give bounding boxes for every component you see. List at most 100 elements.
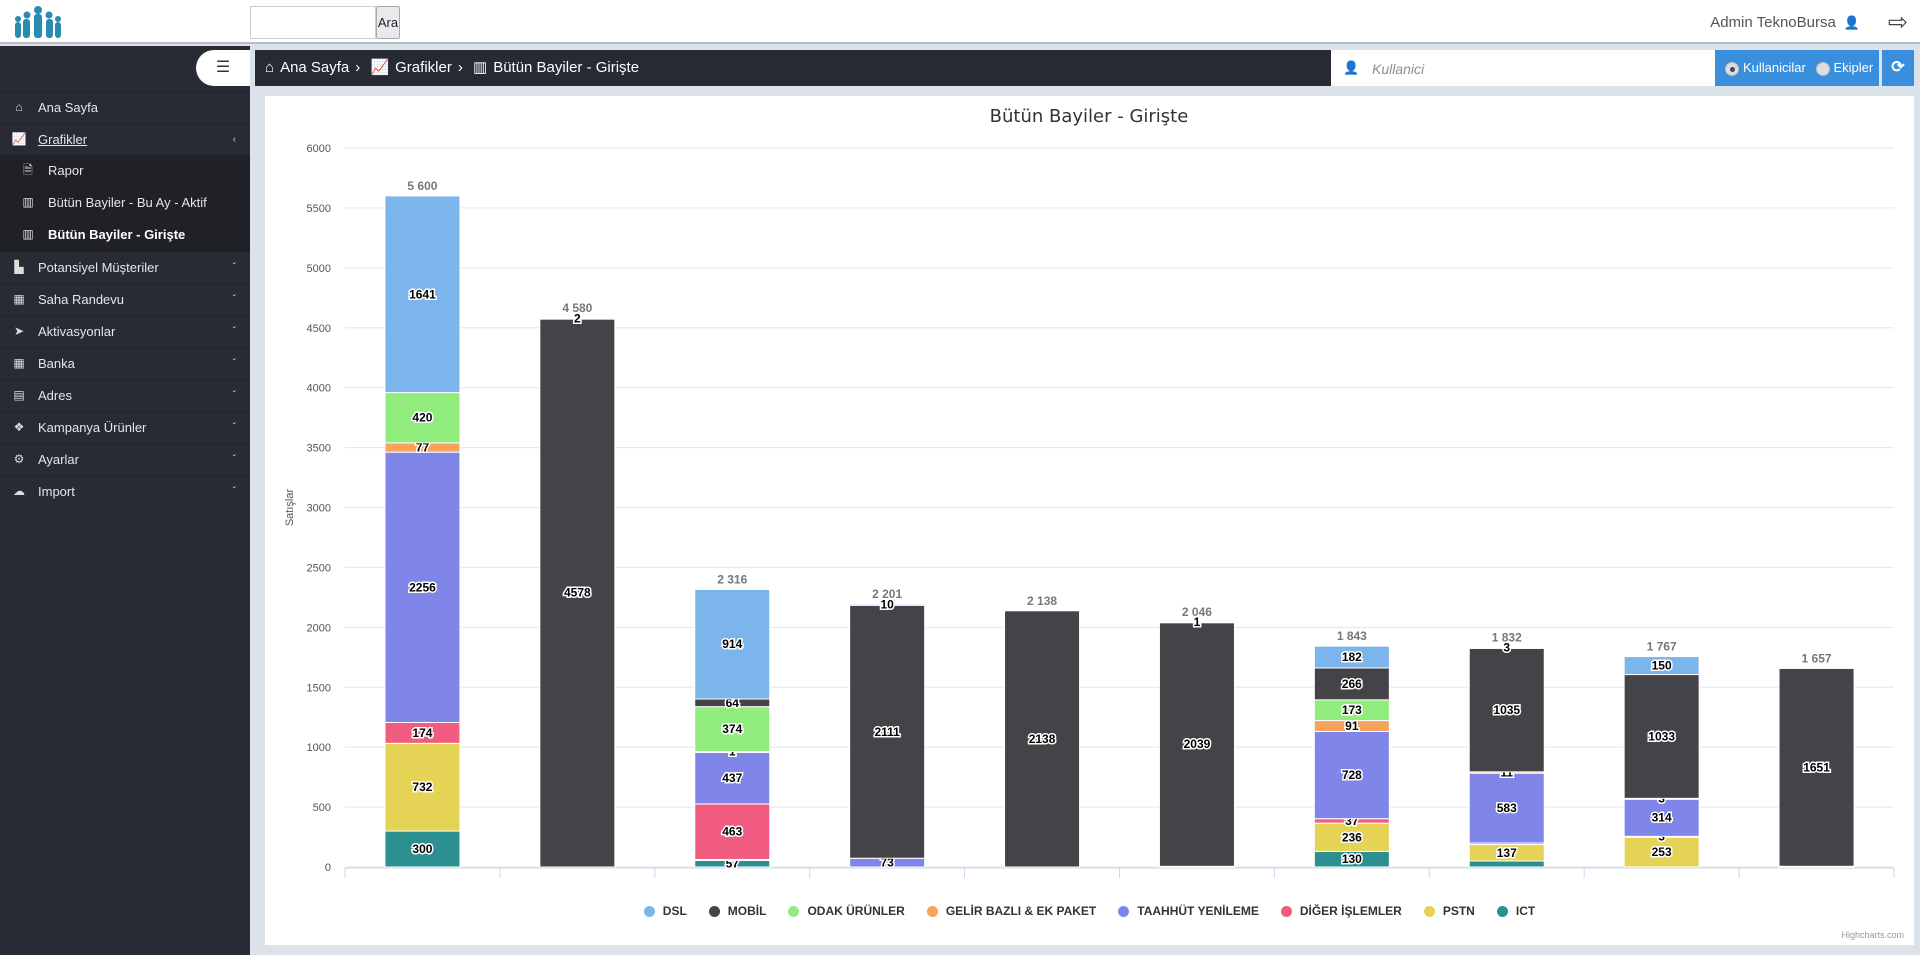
sidebar-item-ayarlar[interactable]: ⚙ Ayarlar ˇ: [0, 443, 250, 475]
legend-label: ICT: [1515, 904, 1536, 918]
bar-chart-icon: ▥: [22, 195, 34, 209]
sidebar-item-bütün-bayiler-bu-ay-aktif[interactable]: ▥ Bütün Bayiler - Bu Ay - Aktif: [0, 187, 250, 219]
breadcrumb-home[interactable]: Ana Sayfa: [280, 59, 350, 76]
bar-segment-mobi-l: [1004, 610, 1081, 868]
sidebar-item-kampanya-ürünler[interactable]: ❖ Kampanya Ürünler ˇ: [0, 411, 250, 443]
bar-segment-di-er-i-lemler: [694, 803, 771, 860]
line-chart-icon: 📈: [370, 59, 390, 76]
user-filter-placeholder: Kullanici: [1372, 61, 1425, 77]
calendar-icon: ▦: [13, 292, 25, 306]
bar-segment-mobi-l: [849, 604, 926, 859]
y-tick-label: 2500: [307, 562, 331, 574]
stack-total-label: 1 832: [1492, 630, 1522, 644]
data-label: 2: [574, 311, 581, 325]
data-label: 2138: [1029, 732, 1056, 746]
user-icon: 👤: [1343, 60, 1360, 75]
sidebar-item-potansiyel-müşteriler[interactable]: ▙ Potansiyel Müşteriler ˇ: [0, 251, 250, 283]
bar-segment-mobi-l: [1313, 667, 1390, 701]
legend-marker-icon: [1280, 905, 1292, 917]
legend-item[interactable]: PSTN: [1423, 904, 1475, 918]
legend-item[interactable]: GELİR BAZLI & EK PAKET: [926, 904, 1097, 918]
legend-marker-icon: [643, 905, 655, 917]
bar-chart-icon: ▥: [22, 227, 34, 241]
breadcrumb-grafikler[interactable]: Grafikler: [395, 59, 452, 76]
filter-mode-group: Kullanicilar Ekipler: [1715, 50, 1879, 86]
legend-label: PSTN: [1442, 904, 1475, 918]
map-icon: ▤: [13, 388, 25, 402]
sidebar-item-aktivasyonlar[interactable]: ➤ Aktivasyonlar ˇ: [0, 315, 250, 347]
search-button[interactable]: Ara: [376, 6, 400, 39]
logout-icon[interactable]: ⇨: [1887, 9, 1908, 36]
refresh-button[interactable]: ⟳: [1882, 50, 1914, 86]
sidebar-item-adres[interactable]: ▤ Adres ˇ: [0, 379, 250, 411]
user-filter-input[interactable]: 👤 Kullanici: [1331, 50, 1715, 86]
data-label: 463: [722, 825, 742, 839]
data-label: 150: [1652, 659, 1672, 673]
legend-item[interactable]: DİĞER İŞLEMLER: [1280, 904, 1402, 918]
chart-credits[interactable]: Highcharts.com: [1841, 930, 1904, 940]
sidebar-item-label: Rapor: [48, 163, 84, 178]
legend-item[interactable]: MOBİL: [708, 904, 766, 918]
radio-ekipler-label[interactable]: Ekipler: [1833, 60, 1874, 75]
user-name: Admin TeknoBursa: [1710, 14, 1836, 31]
user-menu[interactable]: Admin TeknoBursa 👤: [1710, 14, 1860, 31]
bar-segment-dsl: [849, 603, 926, 606]
search-input[interactable]: [250, 6, 376, 39]
sidebar-item-ana-sayfa[interactable]: ⌂ Ana Sayfa: [0, 91, 250, 123]
stack-total-label: 1 657: [1802, 651, 1832, 665]
bar-segment-odak-r-nler: [384, 392, 461, 444]
sidebar-item-banka[interactable]: ▦ Banka ˇ: [0, 347, 250, 379]
bar-segment-taahh-t-yeni-leme: [384, 451, 461, 723]
cogs-icon: ⚙: [13, 452, 25, 466]
grid-icon: ▦: [13, 356, 25, 370]
data-label: 1035: [1493, 703, 1520, 717]
sidebar-item-grafikler[interactable]: 📈 Grafikler ‹: [0, 123, 250, 155]
line-chart-icon: 📈: [11, 132, 27, 146]
radio-kullanicilar-label[interactable]: Kullanicilar: [1743, 60, 1806, 75]
sidebar-item-import[interactable]: ☁ Import ˇ: [0, 475, 250, 507]
bar-segment-mobi-l: [1778, 667, 1855, 867]
y-tick-label: 5000: [307, 263, 331, 275]
data-label: 1033: [1648, 729, 1675, 743]
sidebar-toggle-button[interactable]: ☰: [196, 50, 250, 86]
bar-segment-taahh-t-yeni-leme: [1313, 730, 1390, 820]
user-icon: 👤: [1843, 15, 1860, 30]
bar-segment-dsl: [539, 317, 616, 320]
radio-kullanicilar[interactable]: [1725, 61, 1739, 76]
sidebar-item-label: Saha Randevu: [38, 292, 125, 307]
data-label: 583: [1497, 801, 1517, 815]
sidebar-item-label: Ana Sayfa: [38, 100, 98, 115]
legend-marker-icon: [1496, 905, 1508, 917]
y-tick-label: 6000: [307, 143, 331, 155]
bar-segment-mobi-l: [539, 317, 616, 868]
excel-file-icon: 🗎: [23, 163, 33, 177]
data-label: 314: [1652, 811, 1672, 825]
stack-total-label: 1 843: [1337, 629, 1367, 643]
y-tick-label: 3000: [307, 503, 331, 515]
bar-segment-pstn: [384, 742, 461, 832]
data-label: 1651: [1803, 760, 1830, 774]
legend-label: GELİR BAZLI & EK PAKET: [945, 904, 1097, 918]
data-label: 10: [880, 598, 894, 612]
bar-segment-dsl: [1158, 621, 1235, 624]
sidebar-item-saha-randevu[interactable]: ▦ Saha Randevu ˇ: [0, 283, 250, 315]
sidebar: ☰ ⌂ Ana Sayfa 📈 Grafikler ‹ 🗎 Rapor ▥ Bütün Bayi…: [0, 46, 250, 955]
home-icon: ⌂: [265, 59, 275, 76]
sidebar-item-bütün-bayiler-girişte[interactable]: ▥ Bütün Bayiler - Girişte: [0, 219, 250, 251]
y-tick-label: 1500: [307, 682, 331, 694]
radio-ekipler[interactable]: [1815, 61, 1830, 76]
data-label: 173: [1342, 703, 1362, 717]
data-label: 91: [1345, 719, 1359, 733]
stack-total-label: 2 046: [1182, 605, 1212, 619]
legend-item[interactable]: ICT: [1496, 904, 1536, 918]
data-label: 174: [412, 726, 432, 740]
chart-title: Bütün Bayiler - Girişte: [990, 106, 1189, 127]
legend-item[interactable]: TAAHHÜT YENİLEME: [1118, 904, 1259, 918]
chevron-right-icon: ›: [457, 59, 463, 76]
sidebar-item-rapor[interactable]: 🗎 Rapor: [0, 155, 250, 187]
y-tick-label: 1000: [307, 742, 331, 754]
legend-item[interactable]: DSL: [643, 904, 687, 918]
chevron-icon: ˇ: [232, 486, 236, 497]
legend-item[interactable]: ODAK ÜRÜNLER: [788, 904, 905, 918]
data-label: 253: [1652, 845, 1672, 859]
